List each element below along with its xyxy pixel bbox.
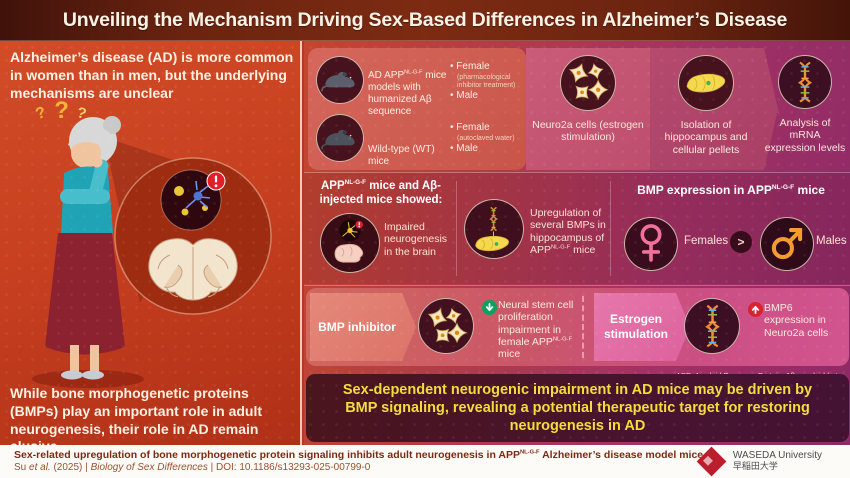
experiment-divider — [582, 296, 584, 358]
alert-icon — [206, 171, 226, 191]
elderly-woman — [45, 116, 125, 380]
waseda-logo-text: WASEDA University 早稲田大学 — [733, 450, 822, 472]
model2-label: Wild-type (WT) mice — [368, 144, 435, 167]
male-icon — [760, 217, 814, 271]
citation-source: Su et al. (2025) | Biology of Sex Differ… — [14, 462, 371, 473]
female-icon — [624, 217, 678, 271]
males-label: Males — [816, 235, 847, 247]
row-divider — [304, 285, 850, 286]
bmp-inhibitor-step: BMP inhibitor — [310, 293, 416, 361]
hippocampus-icon — [678, 55, 734, 111]
group-note: (autoclaved water) — [457, 134, 515, 142]
problem-panel: ? ? ? Alzheimer’s disease (AD) is more c… — [0, 41, 302, 454]
group-female: Female(pharmacological inhibitor treatme… — [450, 61, 526, 90]
group-female: Female(autoclaved water) — [450, 122, 526, 143]
estrogen-result-text: BMP6 expression in Neuro2a cells — [764, 302, 829, 339]
step-label: Isolation of hippocampus and cellular pe… — [664, 119, 748, 156]
elderly-woman-illustration — [32, 116, 272, 388]
dna-icon — [778, 55, 832, 109]
bmp-expression-header: BMP expression in APPNL-G-F mice — [637, 183, 825, 197]
footer: Sex-related upregulation of bone morphog… — [0, 445, 850, 478]
cells-icon — [418, 298, 474, 354]
step-label: Analysis of mRNA expression levels — [764, 117, 846, 154]
conclusion-box: Sex-dependent neurogenic impairment in A… — [306, 374, 849, 442]
conclusion-text: Sex-dependent neurogenic impairment in A… — [342, 381, 813, 435]
column-divider — [456, 181, 457, 276]
mouse-icon — [316, 114, 364, 162]
finding2-text: Upregulation of several BMPs in hippocam… — [530, 207, 606, 257]
group-note: (pharmacological inhibitor treatment) — [457, 73, 516, 89]
bmp-hippocampus-icon — [464, 199, 524, 259]
question-mark: ? — [33, 103, 49, 124]
question-mark: ? — [54, 97, 69, 124]
row-divider — [304, 172, 850, 173]
model1-groups: Female(pharmacological inhibitor treatme… — [450, 61, 526, 102]
cells-icon — [560, 55, 616, 111]
dna-icon — [684, 298, 740, 354]
model2-groups: Female(autoclaved water) Male — [450, 122, 526, 155]
females-label: Females — [684, 235, 729, 247]
waseda-logo: WASEDA University 早稲田大学 — [696, 446, 822, 477]
neuron-plaque-illustration — [160, 169, 222, 231]
estrogen-step: Estrogen stimulation — [594, 293, 690, 361]
mouse-icon — [316, 56, 364, 104]
findings-header: APPNL-G-F mice and Aβ-injected mice show… — [319, 179, 443, 207]
group-male: Male — [450, 143, 526, 156]
estrogen-label: Estrogen stimulation — [603, 312, 668, 341]
brain-section-illustration — [114, 157, 272, 315]
question-marks-icon: ? ? ? — [33, 97, 88, 125]
group-male: Male — [450, 90, 526, 103]
column-divider — [610, 181, 611, 276]
waseda-logo-icon — [696, 446, 727, 477]
model1-label: AD APPNL-G-F mice models with humanized … — [368, 69, 447, 117]
page-title: Unveiling the Mechanism Driving Sex-Base… — [62, 8, 788, 31]
content-panel: AD APPNL-G-F mice models with humanized … — [304, 41, 850, 445]
university-name-jp: 早稲田大学 — [732, 461, 778, 472]
finding1-text: Impaired neurogenesis in the brain — [384, 221, 448, 258]
findings-row: APPNL-G-F mice and Aβ-injected mice show… — [304, 173, 850, 284]
citation-title: Sex-related upregulation of bone morphog… — [14, 449, 704, 461]
greater-than-badge: > — [730, 231, 752, 253]
increase-arrow-icon — [748, 302, 763, 317]
title-bar: Unveiling the Mechanism Driving Sex-Base… — [0, 0, 850, 41]
bmp-inhibitor-label: BMP inhibitor — [318, 319, 396, 334]
impaired-brain-icon — [320, 213, 380, 273]
intro-text: Alzheimer’s disease (AD) is more common … — [10, 49, 294, 101]
decrease-arrow-icon — [482, 300, 497, 315]
inhibitor-result-text: Neural stem cell proliferation impairmen… — [498, 299, 574, 361]
university-name: WASEDA University — [732, 449, 822, 461]
step-label: Neuro2a cells (estrogen stimulation) — [532, 119, 644, 144]
mouse-models-card: AD APPNL-G-F mice models with humanized … — [308, 48, 526, 170]
experiments-row: BMP inhibitor Neural stem cell proli — [306, 288, 849, 366]
outro-text: While bone morphogenetic proteins (BMPs)… — [10, 385, 263, 454]
